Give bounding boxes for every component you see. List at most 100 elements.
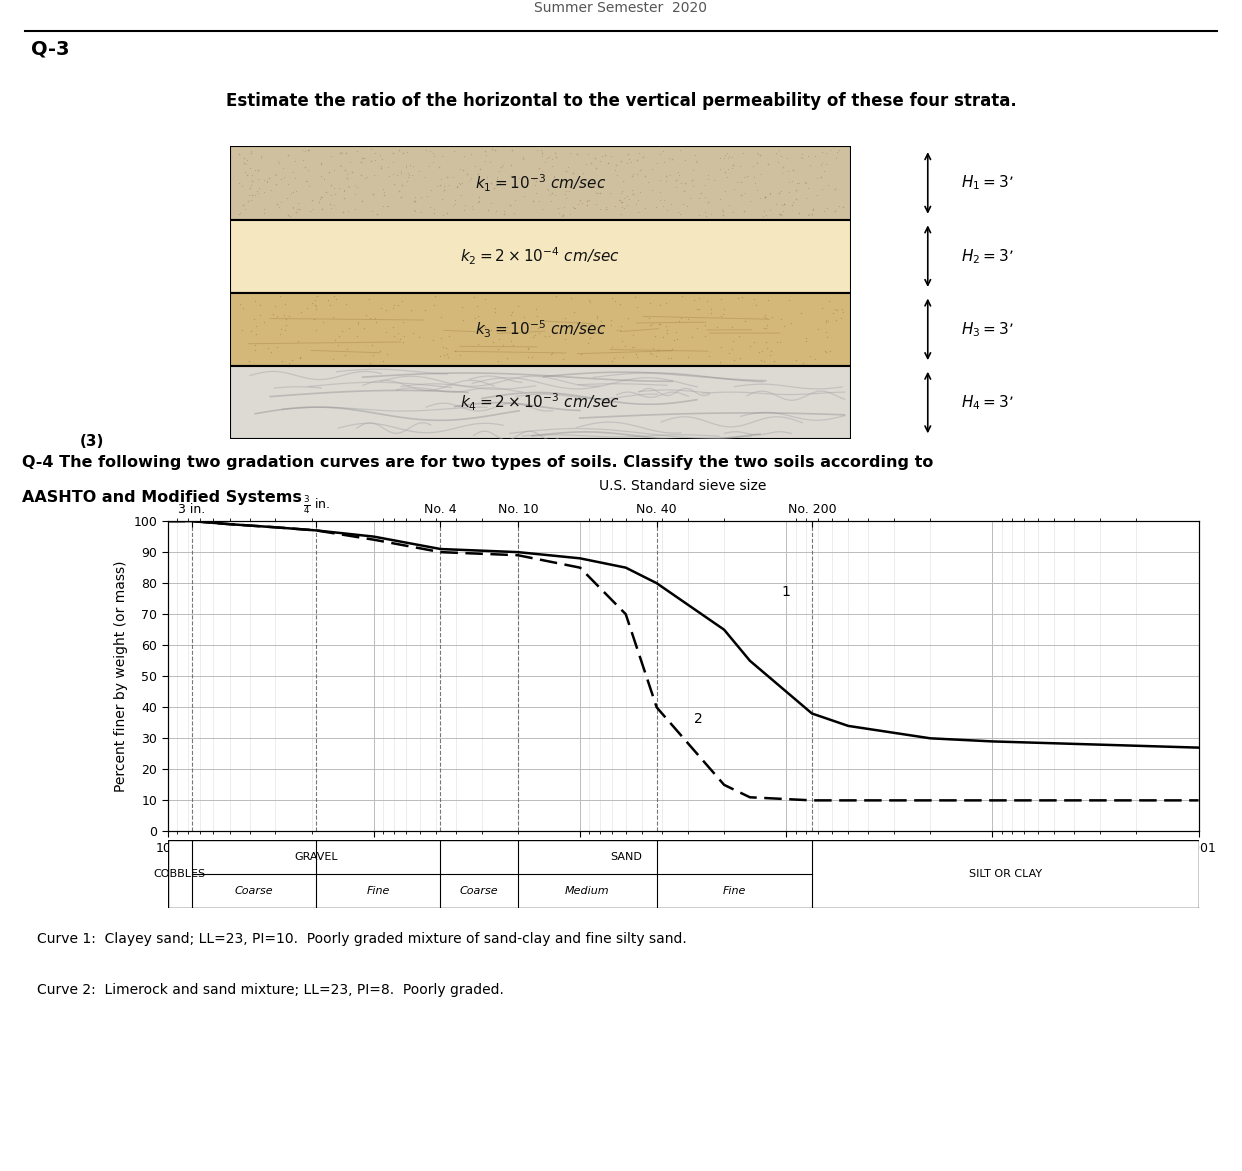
Point [669, 165, 689, 184]
Point [293, 151, 313, 170]
Point [724, 350, 744, 369]
Point [729, 327, 749, 345]
Point [756, 340, 776, 358]
Point [494, 205, 514, 224]
Point [354, 149, 374, 167]
Point [390, 330, 410, 349]
Point [766, 194, 786, 213]
Point [351, 192, 371, 211]
Point [333, 203, 353, 221]
Point [283, 183, 303, 201]
Point [622, 338, 642, 357]
Point [330, 156, 350, 174]
Point [811, 167, 831, 186]
Point [241, 191, 261, 210]
Text: Fine: Fine [366, 885, 390, 896]
Point [348, 327, 368, 345]
Point [714, 149, 734, 167]
Point [312, 189, 332, 207]
Point [596, 198, 616, 217]
Point [614, 198, 633, 217]
Point [764, 351, 784, 370]
Point [533, 199, 553, 218]
Point [415, 167, 435, 186]
Point [286, 152, 306, 171]
Point [468, 335, 488, 354]
Text: Curve 2:  Limerock and sand mixture; LL=23, PI=8.  Poorly graded.: Curve 2: Limerock and sand mixture; LL=2… [37, 982, 504, 997]
Point [273, 158, 293, 177]
Point [698, 170, 718, 189]
Point [312, 166, 332, 185]
Point [314, 170, 334, 189]
Point [348, 178, 368, 197]
Point [503, 335, 523, 354]
Point [320, 196, 340, 214]
Point [318, 290, 338, 309]
Point [710, 190, 730, 208]
Point [482, 141, 502, 159]
Point [323, 350, 343, 369]
Point [477, 167, 497, 186]
X-axis label: Grain size (mm): Grain size (mm) [627, 861, 739, 875]
Text: Coarse: Coarse [460, 885, 498, 896]
Point [319, 163, 339, 182]
Point [820, 141, 840, 159]
Point [555, 162, 575, 180]
Point [384, 295, 404, 314]
Point [401, 301, 421, 320]
Point [431, 329, 451, 348]
Y-axis label: Percent finer by weight (or mass): Percent finer by weight (or mass) [114, 561, 128, 792]
Point [248, 179, 268, 198]
Point [820, 292, 840, 310]
Point [236, 155, 256, 173]
Point [698, 166, 718, 185]
Point [630, 183, 650, 201]
Text: $k_2 = 2\times10^{-4}$ cm/sec: $k_2 = 2\times10^{-4}$ cm/sec [461, 246, 620, 267]
Point [238, 192, 258, 211]
Point [363, 347, 383, 365]
Point [431, 170, 451, 189]
Point [724, 179, 744, 198]
Point [570, 191, 590, 210]
Point [302, 191, 322, 210]
Point [646, 347, 666, 365]
Point [546, 287, 566, 306]
Point [647, 198, 667, 217]
Point [272, 351, 292, 370]
Point [322, 176, 342, 194]
Point [700, 300, 720, 319]
Point [674, 182, 694, 200]
Point [642, 180, 662, 199]
Point [578, 173, 597, 192]
Point [384, 174, 404, 193]
Point [241, 321, 261, 340]
Point [334, 160, 354, 179]
Point [365, 143, 385, 162]
Point [650, 145, 669, 164]
Point [556, 182, 576, 200]
Point [267, 337, 287, 356]
Point [590, 200, 610, 219]
Point [796, 331, 816, 350]
Point [599, 153, 619, 172]
Point [827, 143, 847, 162]
Point [339, 178, 359, 197]
Point [750, 145, 770, 164]
Point [635, 167, 655, 186]
Point [564, 303, 584, 322]
Point [358, 169, 378, 187]
Point [696, 203, 715, 221]
Point [805, 146, 825, 165]
Point [437, 348, 457, 367]
Point [799, 148, 818, 166]
Point [328, 335, 348, 354]
Point [286, 182, 306, 200]
Point [298, 141, 318, 159]
Point [617, 196, 637, 214]
Point [805, 350, 825, 369]
Point [307, 287, 327, 306]
Point [816, 313, 836, 331]
Point [740, 192, 760, 211]
Point [689, 289, 709, 308]
Point [751, 165, 771, 184]
